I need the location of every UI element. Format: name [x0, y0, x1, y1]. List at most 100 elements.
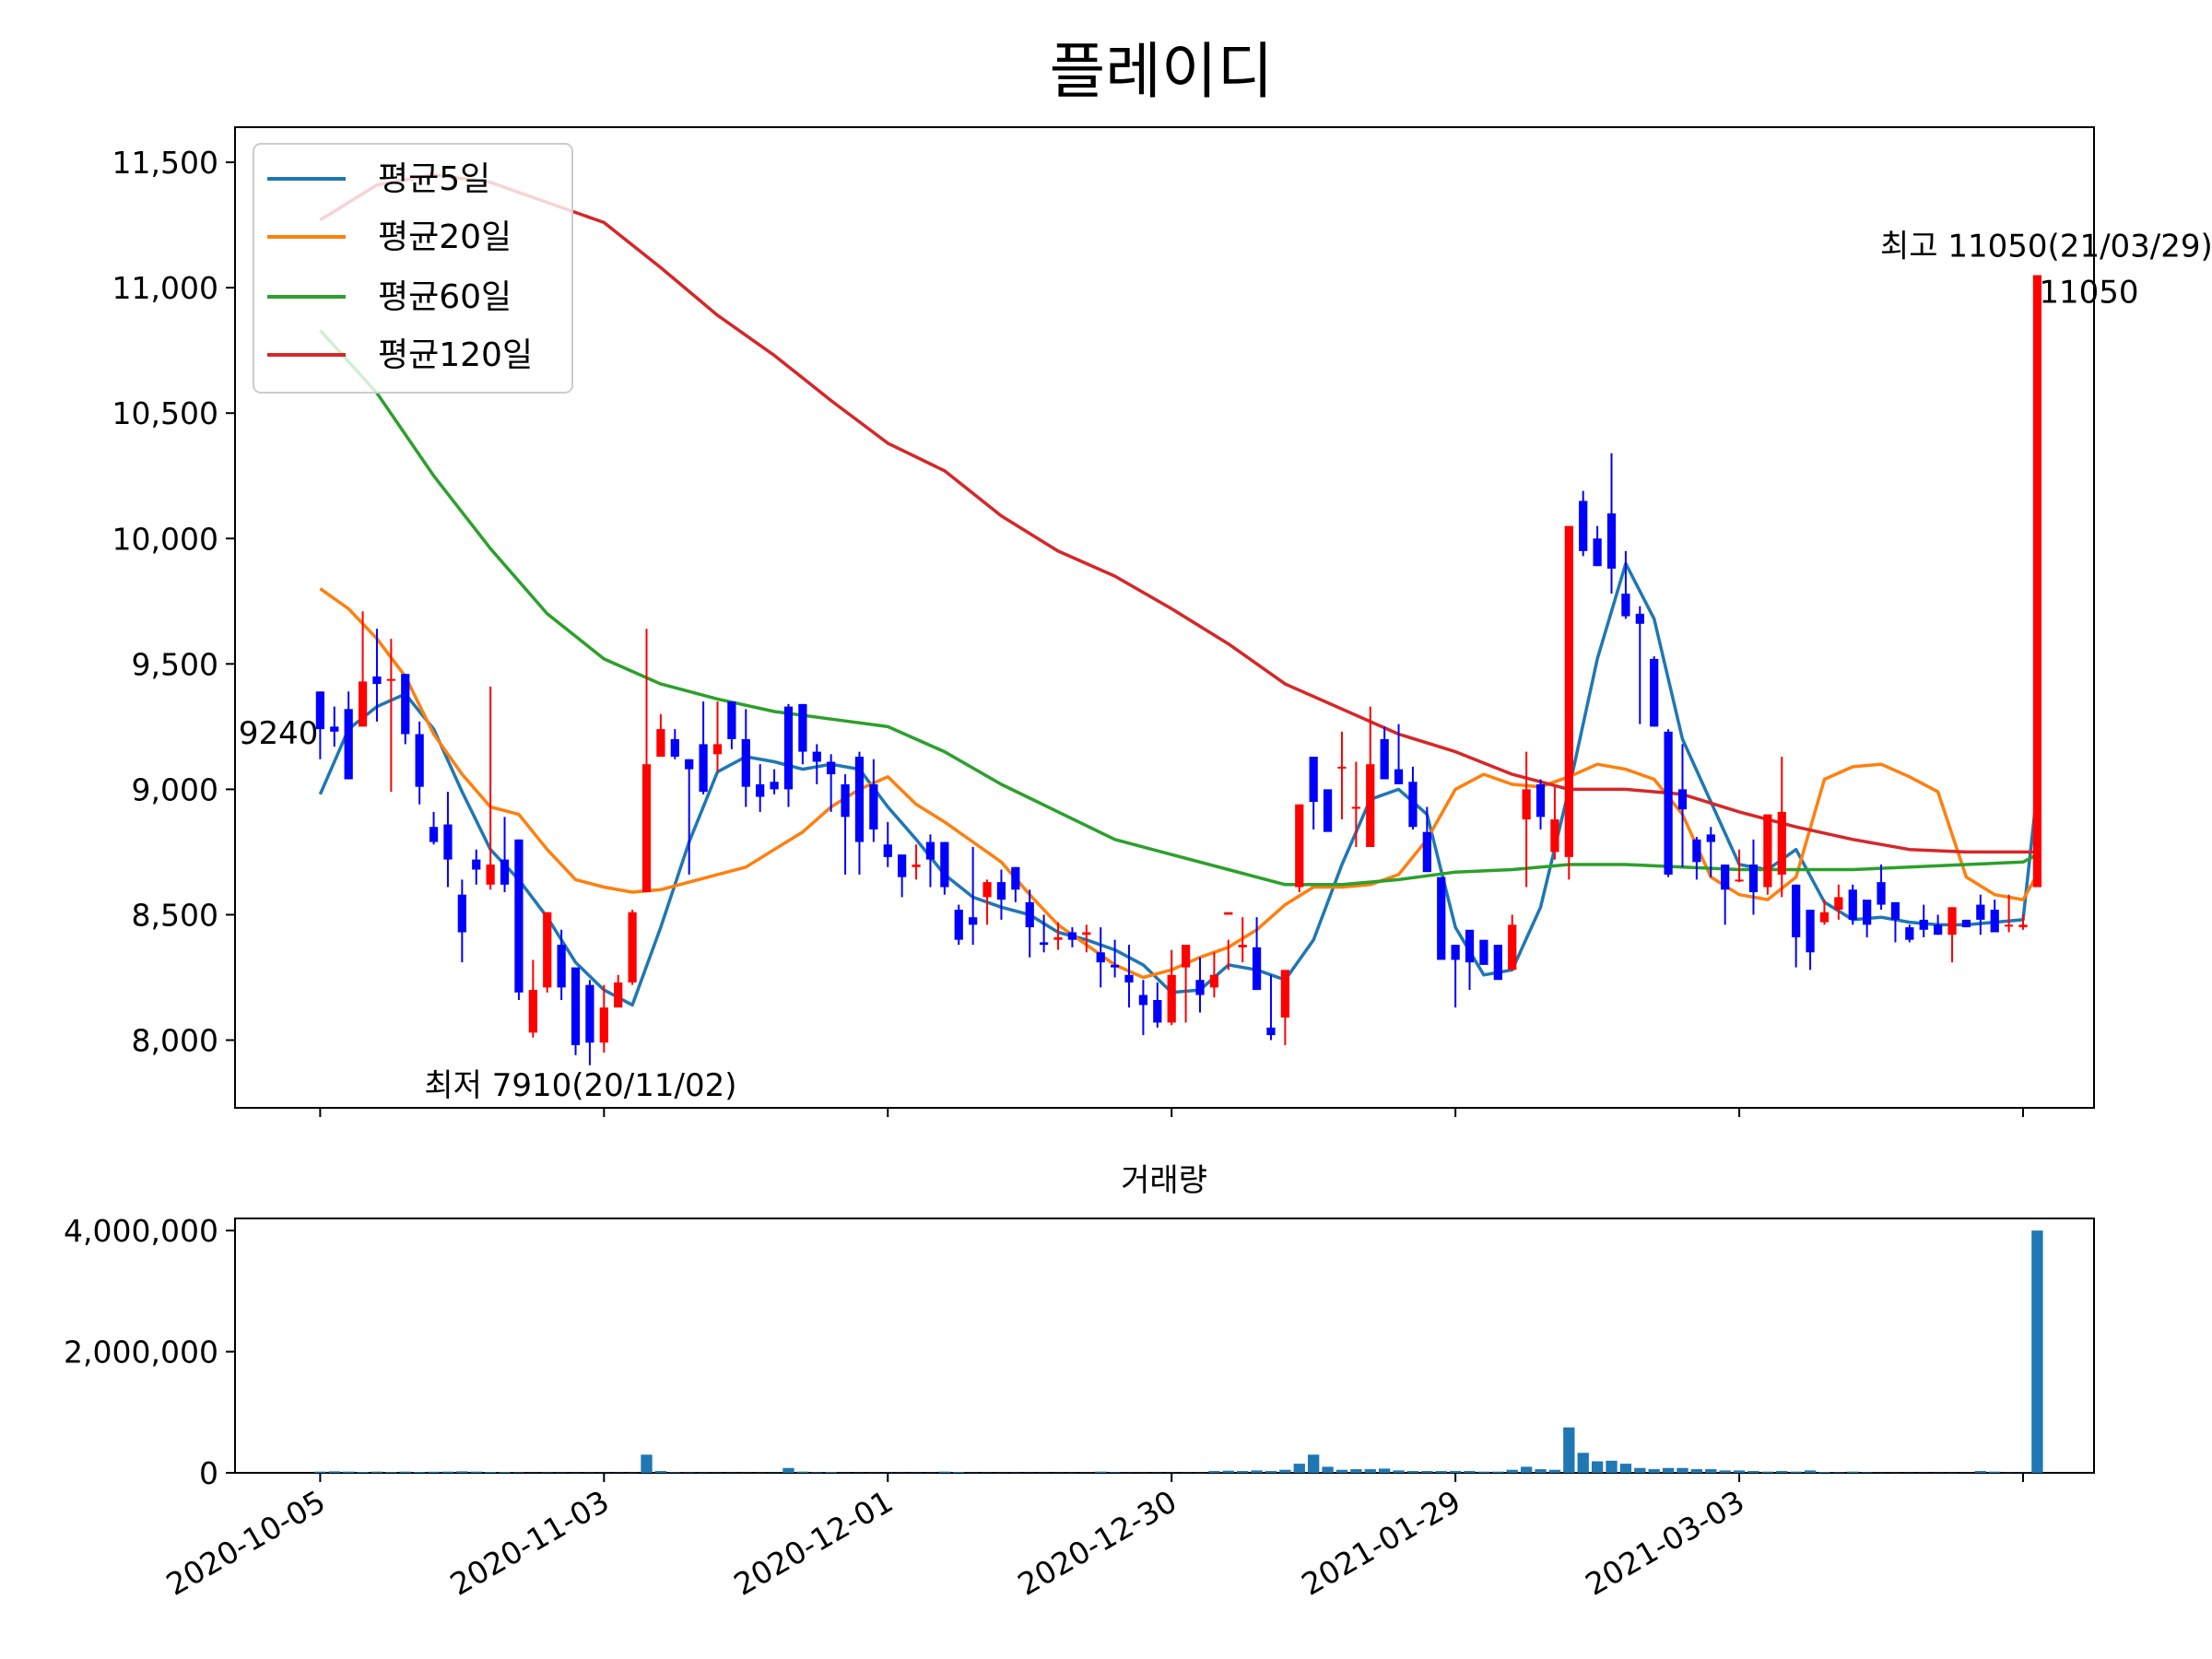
volume-bar	[512, 1472, 525, 1473]
price-y-tick-label: 9,000	[132, 771, 218, 807]
volume-bar	[1974, 1471, 1986, 1473]
candle-body	[1025, 901, 1034, 928]
volume-y-tick-label: 4,000,000	[64, 1213, 218, 1249]
price-panel: 8,000 8,500 9,000 9,500 10,000 10,500 11,000 11…	[112, 126, 2212, 1117]
volume-bar	[1861, 1472, 1873, 1473]
volume-bar	[953, 1472, 965, 1473]
volume-bar	[484, 1472, 497, 1473]
candle-body	[1493, 945, 1502, 981]
legend-item-ma120: 평균120일	[267, 336, 533, 374]
candle-body	[1990, 910, 1999, 933]
candle-body	[656, 729, 665, 758]
candle-body	[1763, 814, 1772, 888]
candle-body	[727, 701, 736, 739]
candle-body	[756, 783, 765, 797]
price-y-tick-label: 10,500	[112, 395, 218, 431]
candle-body	[429, 827, 439, 842]
candle-body	[827, 761, 836, 775]
volume-bar	[1335, 1469, 1348, 1473]
candle-body	[1067, 932, 1077, 940]
ma-line-20	[319, 587, 2039, 980]
candle-body	[1309, 757, 1318, 803]
candle-body	[1606, 513, 1617, 569]
volume-bar	[1662, 1467, 1675, 1473]
candle-body	[1650, 658, 1659, 727]
candle-body	[925, 841, 935, 860]
volume-bar	[1222, 1470, 1234, 1473]
price-y-tick-label: 9,500	[132, 646, 218, 682]
price-y-tick-label: 10,000	[112, 521, 218, 557]
volume-y-axis: 0 2,000,000 4,000,000	[64, 1213, 235, 1491]
candle-body	[344, 709, 353, 780]
candle-body	[571, 967, 581, 1045]
candle-body	[1564, 525, 1573, 857]
volume-bar	[1619, 1464, 1632, 1473]
candle-body	[1706, 834, 1715, 842]
volume-y-tick-label: 2,000,000	[64, 1335, 218, 1371]
candle-body	[1195, 980, 1205, 995]
volume-bar	[1279, 1469, 1291, 1473]
candle-body	[1863, 900, 1872, 925]
legend: 평균5일 평균20일 평균60일 평균120일	[253, 143, 573, 394]
volume-bar	[328, 1471, 340, 1473]
candle-body	[1806, 910, 1815, 953]
candle-body	[1280, 970, 1289, 1018]
candle-body	[1181, 945, 1191, 968]
legend-label-ma120: 평균120일	[378, 336, 533, 374]
volume-bar	[1591, 1461, 1604, 1473]
volume-bar	[796, 1471, 809, 1473]
candle-body	[741, 738, 750, 787]
volume-bar	[1535, 1469, 1547, 1473]
candle-body	[415, 734, 424, 787]
volume-bar	[1989, 1471, 2001, 1473]
candle-body	[330, 726, 339, 732]
candle-body	[1138, 994, 1148, 1006]
candle-body	[1961, 919, 1971, 928]
volume-bar	[1449, 1471, 1462, 1473]
candle-body	[585, 984, 594, 1043]
candle-body	[1479, 939, 1488, 965]
candle-body	[969, 917, 978, 925]
candle-body	[954, 910, 963, 940]
price-y-tick-label: 8,500	[132, 897, 218, 933]
candle-body	[783, 706, 794, 790]
candle-body	[854, 757, 865, 842]
volume-bar	[1705, 1469, 1717, 1473]
candle-body	[1777, 811, 1786, 875]
candle-body	[1535, 783, 1546, 818]
candle-body	[1153, 999, 1162, 1023]
candle-body	[628, 912, 637, 982]
volume-bar	[1393, 1470, 1405, 1473]
volume-bar	[357, 1472, 369, 1473]
volume-bar	[1378, 1468, 1391, 1473]
volume-bar	[1847, 1471, 1859, 1473]
legend-item-ma5: 평균5일	[267, 160, 490, 198]
candle-body	[1621, 594, 1630, 617]
candle-body	[699, 744, 708, 793]
price-y-axis: 8,000 8,500 9,000 9,500 10,000 10,500 11,000 11…	[112, 145, 235, 1059]
candle-body	[2018, 924, 2028, 928]
candle-body	[1819, 912, 1830, 923]
candle-body	[1011, 866, 1020, 890]
candle-body	[315, 691, 325, 730]
candle-body	[2004, 924, 2014, 927]
candle-body	[1053, 936, 1063, 940]
volume-bar	[1606, 1460, 1618, 1473]
volume-bar	[1109, 1472, 1121, 1473]
volume-bar	[938, 1471, 951, 1473]
candle-body	[1976, 904, 1985, 920]
candle-body	[1323, 789, 1333, 832]
volume-bar	[1761, 1471, 1774, 1473]
candle-body	[641, 764, 652, 892]
candle-body	[1380, 738, 1389, 780]
volume-bar	[1719, 1470, 1731, 1473]
price-y-tick-label: 11,500	[112, 145, 218, 181]
candle-body	[557, 945, 566, 988]
candle-body	[1110, 964, 1120, 968]
volume-bar	[1733, 1470, 1746, 1473]
candle-body	[528, 990, 537, 1033]
candle-body	[1437, 877, 1446, 960]
candle-body	[1351, 806, 1360, 809]
